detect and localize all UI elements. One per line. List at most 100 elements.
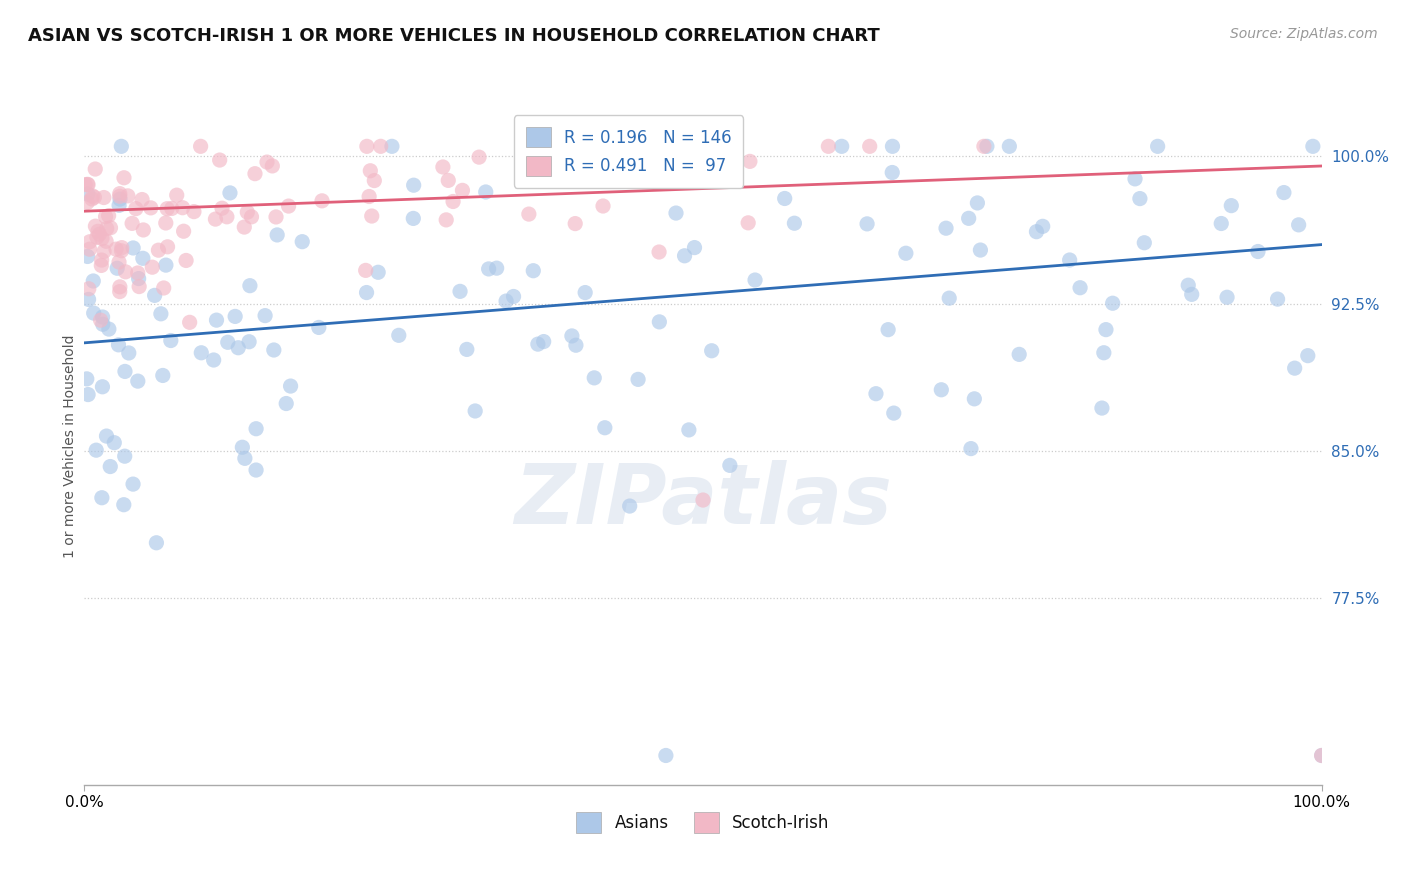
Point — [91, 380, 114, 394]
Point — [519, 139, 541, 153]
Point — [655, 748, 678, 763]
Point — [517, 207, 540, 221]
Point — [464, 404, 486, 418]
Point — [91, 318, 114, 332]
Point — [90, 253, 112, 268]
Point — [122, 477, 145, 491]
Point — [84, 219, 107, 234]
Point — [108, 186, 131, 201]
Point — [77, 293, 100, 307]
Point — [583, 371, 606, 385]
Point — [356, 285, 378, 300]
Point — [718, 458, 741, 473]
Point — [94, 210, 117, 224]
Point — [108, 189, 131, 203]
Point — [683, 241, 706, 255]
Point — [1296, 349, 1319, 363]
Point — [882, 139, 904, 153]
Point — [127, 266, 149, 280]
Point — [128, 279, 150, 293]
Point — [256, 155, 278, 169]
Point — [592, 199, 614, 213]
Point — [190, 345, 212, 359]
Point — [149, 307, 172, 321]
Point — [277, 199, 299, 213]
Point — [208, 153, 231, 167]
Point — [883, 406, 905, 420]
Point — [451, 183, 474, 197]
Point — [437, 173, 460, 187]
Point — [91, 310, 114, 324]
Point — [963, 392, 986, 406]
Point — [692, 493, 714, 508]
Point — [166, 188, 188, 202]
Point — [76, 372, 98, 386]
Point — [1272, 186, 1295, 200]
Point — [817, 139, 839, 153]
Point — [89, 227, 111, 242]
Point — [262, 159, 284, 173]
Point — [1101, 296, 1123, 310]
Point — [139, 201, 162, 215]
Point — [1302, 139, 1324, 153]
Point — [83, 306, 105, 320]
Point — [441, 194, 464, 209]
Point — [565, 338, 588, 352]
Text: Source: ZipAtlas.com: Source: ZipAtlas.com — [1230, 27, 1378, 41]
Point — [240, 210, 263, 224]
Point — [114, 364, 136, 378]
Point — [114, 449, 136, 463]
Point — [110, 139, 132, 153]
Point — [148, 243, 170, 257]
Point — [527, 337, 550, 351]
Point — [96, 429, 118, 443]
Point — [773, 192, 796, 206]
Point — [877, 323, 900, 337]
Point — [145, 535, 167, 549]
Point — [567, 139, 589, 153]
Point — [76, 195, 98, 210]
Point — [111, 241, 134, 255]
Point — [973, 139, 995, 153]
Point — [79, 235, 101, 249]
Point — [1133, 235, 1156, 250]
Point — [233, 451, 256, 466]
Point — [673, 249, 696, 263]
Point — [1146, 139, 1168, 153]
Point — [173, 224, 195, 238]
Point — [1123, 172, 1146, 186]
Point — [1095, 323, 1118, 337]
Point — [105, 242, 128, 256]
Point — [700, 343, 723, 358]
Point — [478, 261, 501, 276]
Point — [1216, 290, 1239, 304]
Text: ASIAN VS SCOTCH-IRISH 1 OR MORE VEHICLES IN HOUSEHOLD CORRELATION CHART: ASIAN VS SCOTCH-IRISH 1 OR MORE VEHICLES… — [28, 27, 880, 45]
Point — [243, 167, 266, 181]
Point — [938, 291, 960, 305]
Point — [245, 463, 267, 477]
Point — [449, 285, 471, 299]
Point — [856, 217, 879, 231]
Point — [141, 260, 163, 275]
Point — [593, 421, 616, 435]
Point — [155, 258, 177, 272]
Point — [179, 315, 201, 329]
Point — [882, 165, 904, 179]
Point — [865, 386, 887, 401]
Point — [1247, 244, 1270, 259]
Point — [108, 255, 131, 269]
Point — [502, 289, 524, 303]
Point — [100, 220, 122, 235]
Point — [94, 235, 117, 249]
Point — [236, 205, 259, 219]
Point — [474, 185, 496, 199]
Point — [485, 261, 508, 276]
Point — [97, 322, 120, 336]
Point — [97, 209, 120, 223]
Point — [105, 261, 128, 276]
Point — [354, 263, 377, 277]
Point — [402, 211, 425, 226]
Point — [648, 245, 671, 260]
Point — [77, 387, 100, 401]
Point — [82, 274, 104, 288]
